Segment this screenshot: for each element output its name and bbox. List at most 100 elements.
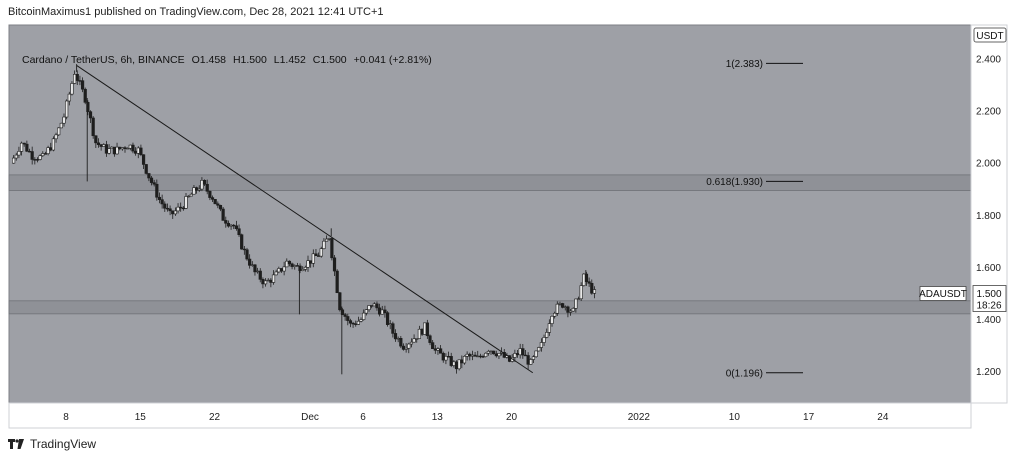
candle-body (46, 147, 50, 154)
candle-body (547, 323, 551, 333)
candle-body (356, 320, 360, 325)
candle-body (407, 343, 411, 349)
candle-body (324, 238, 329, 242)
candle (14, 152, 18, 161)
candle-body (319, 248, 323, 257)
candle-body (359, 319, 363, 322)
candle (213, 199, 217, 205)
candle-body (285, 260, 289, 268)
symbol-info: Cardano / TetherUS, 6h, BINANCE O1.458 H… (22, 54, 432, 66)
candle (423, 322, 427, 335)
candle-body (57, 127, 61, 136)
candle-body (515, 353, 520, 356)
candle (253, 264, 257, 276)
chart-frame[interactable]: 1(2.383) 0.618(1.930) 0(1.196) 2.400 2.200 2… (8, 24, 1008, 429)
candle-body (568, 310, 573, 313)
symbol-tag-label: ADAUSDT (919, 289, 967, 300)
candle (521, 344, 525, 359)
candle (322, 238, 326, 250)
candle (200, 177, 204, 192)
price-axis[interactable] (970, 24, 1008, 404)
candle-body (454, 361, 459, 370)
candle (43, 151, 48, 155)
candle-body (80, 80, 85, 90)
candle-body (104, 144, 109, 154)
currency-label: USDT (976, 31, 1003, 42)
candle (576, 296, 581, 300)
candle (579, 282, 583, 301)
candle-body (271, 274, 276, 283)
candle (439, 345, 443, 354)
candle-body (179, 206, 183, 209)
candle-body (295, 265, 299, 267)
candle (202, 179, 207, 187)
plot-area[interactable] (8, 24, 972, 404)
candle (348, 318, 353, 328)
candle-body (152, 182, 156, 185)
candle-body (460, 359, 464, 364)
candle-body (102, 144, 106, 147)
candle-body (401, 345, 406, 350)
candle (537, 346, 541, 352)
candle-body (131, 144, 135, 152)
candle-body (75, 74, 79, 81)
candle-body (279, 268, 284, 272)
candle-body (277, 268, 281, 273)
currency-box[interactable] (973, 27, 1007, 43)
candle-body (462, 356, 467, 364)
candle-body (553, 312, 557, 317)
candle-body (579, 285, 583, 300)
candle (75, 70, 79, 86)
tradingview-logo-icon (8, 439, 24, 449)
candle (94, 135, 98, 149)
candle (571, 307, 575, 312)
candle (67, 91, 71, 106)
candle-body (144, 164, 148, 174)
candle (428, 334, 432, 346)
candle-body (542, 337, 546, 343)
candle-body (224, 220, 228, 224)
candle (80, 77, 85, 93)
candle-body (54, 134, 58, 140)
candle (362, 309, 366, 321)
candle (245, 247, 249, 261)
y-tick-label: 2.200 (976, 107, 1001, 118)
candle (46, 145, 50, 156)
candle (547, 319, 551, 336)
candle-body (149, 177, 154, 183)
candle (319, 246, 323, 258)
time-axis[interactable] (8, 402, 972, 429)
candle-body (531, 356, 536, 360)
candle-body (163, 203, 167, 209)
candle (314, 249, 318, 257)
candle-body (221, 208, 225, 221)
candle-body (592, 289, 597, 294)
candle-body (534, 350, 538, 358)
candle-body (457, 359, 461, 370)
low-value: 1.452 (279, 54, 306, 66)
candle-body (274, 271, 278, 276)
candle-body (314, 253, 318, 257)
candle (189, 192, 193, 197)
candle-body (115, 146, 119, 155)
candle (375, 301, 379, 311)
change-value: +0.041 (+2.81%) (353, 54, 432, 66)
candle-body (380, 309, 384, 315)
candle (306, 255, 310, 272)
candle-body (245, 249, 249, 260)
footer-brand: TradingView (30, 437, 97, 451)
candle (590, 279, 594, 295)
fib-label-0: 1(2.383) (726, 59, 763, 70)
candle (96, 138, 101, 148)
candle (401, 343, 406, 351)
candle (240, 233, 244, 250)
candle (155, 179, 159, 201)
candle-body (126, 147, 130, 150)
candle-body (391, 323, 395, 334)
candlestick-chart[interactable]: 1(2.383)0.618(1.930)0(1.196) 2.4002.2002… (8, 24, 1008, 429)
candle-body (210, 197, 215, 200)
candle-body (354, 323, 358, 325)
candle (197, 185, 201, 192)
candle-body (123, 147, 127, 149)
close-label: C (312, 54, 321, 66)
